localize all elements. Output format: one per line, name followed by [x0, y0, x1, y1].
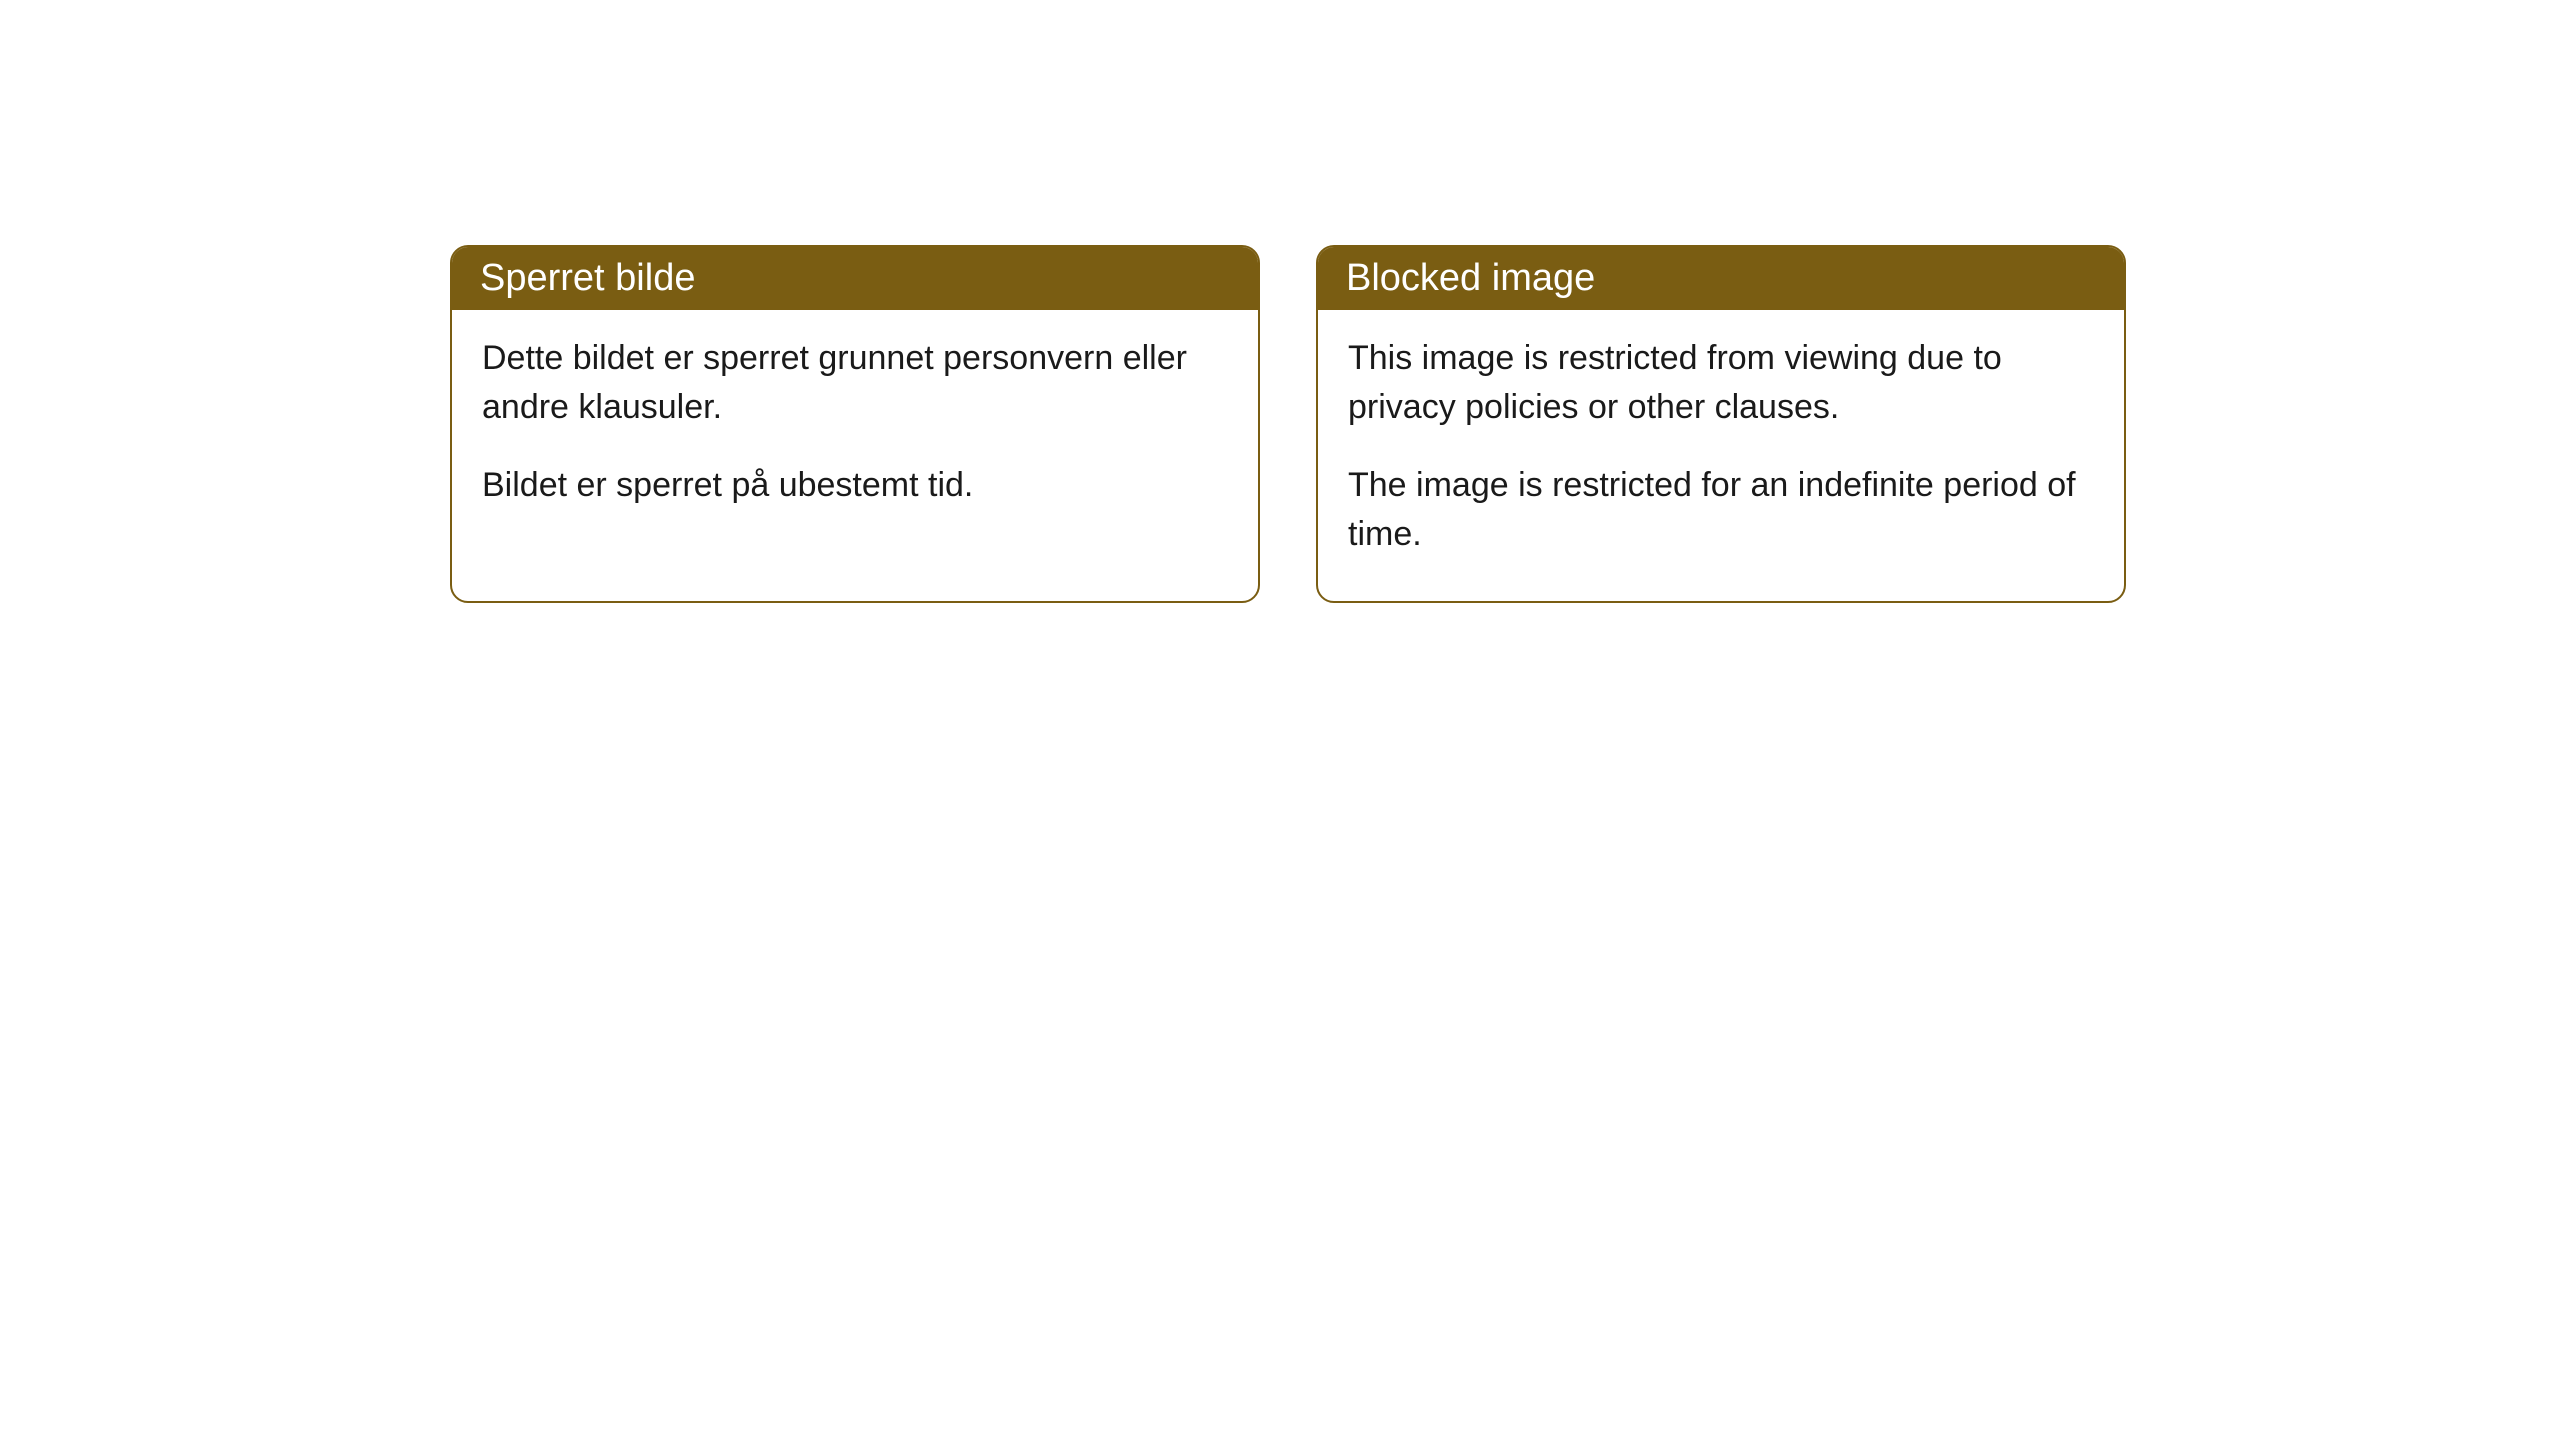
card-body-norwegian: Dette bildet er sperret grunnet personve… — [452, 310, 1258, 552]
blocked-image-card-english: Blocked image This image is restricted f… — [1316, 245, 2126, 603]
card-body-english: This image is restricted from viewing du… — [1318, 310, 2124, 601]
card-paragraph: Bildet er sperret på ubestemt tid. — [482, 461, 1228, 510]
blocked-image-card-norwegian: Sperret bilde Dette bildet er sperret gr… — [450, 245, 1260, 603]
card-paragraph: Dette bildet er sperret grunnet personve… — [482, 334, 1228, 433]
card-title: Sperret bilde — [480, 257, 695, 299]
card-header-english: Blocked image — [1318, 247, 2124, 310]
card-header-norwegian: Sperret bilde — [452, 247, 1258, 310]
card-paragraph: The image is restricted for an indefinit… — [1348, 461, 2094, 560]
card-title: Blocked image — [1346, 257, 1595, 299]
card-paragraph: This image is restricted from viewing du… — [1348, 334, 2094, 433]
notice-cards-container: Sperret bilde Dette bildet er sperret gr… — [450, 245, 2126, 603]
